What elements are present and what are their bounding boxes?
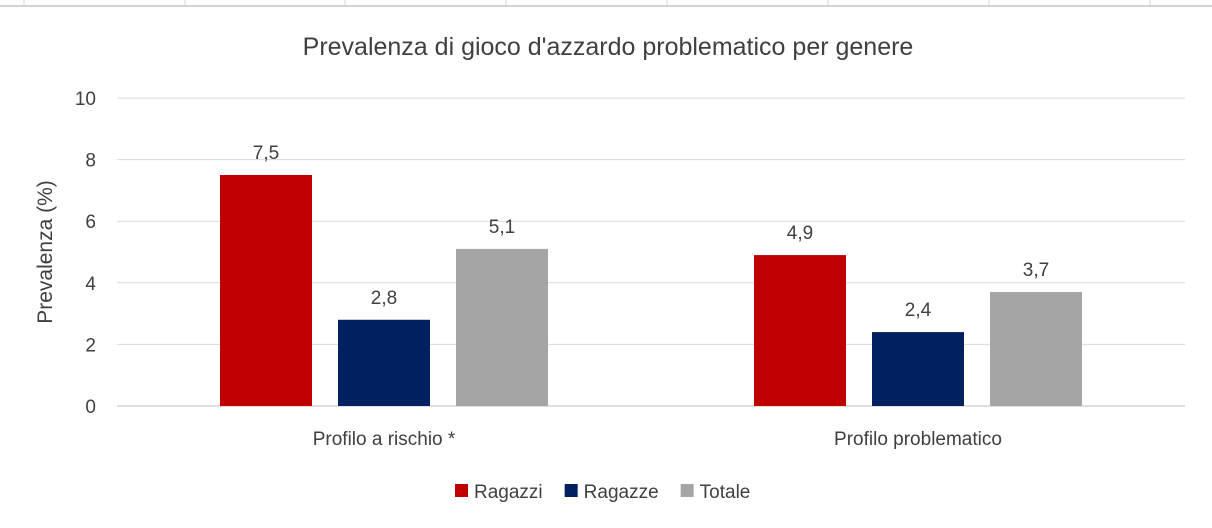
bar-ragazze [338, 319, 430, 406]
data-label: 3,7 [1023, 260, 1049, 281]
data-label: 7,5 [253, 143, 279, 164]
legend-swatch [564, 484, 578, 497]
legend-swatch [455, 484, 468, 497]
data-label: 2,4 [905, 300, 932, 321]
legend-label: Ragazze [584, 482, 659, 503]
data-label: 4,9 [787, 223, 813, 244]
data-label: 2,8 [371, 288, 397, 309]
y-axis-label: Prevalenza (%) [34, 180, 57, 324]
y-tick-label: 6 [85, 212, 96, 233]
bar-totale [990, 292, 1082, 406]
y-tick-label: 10 [75, 89, 96, 110]
y-tick-label: 0 [85, 397, 96, 418]
x-tick-label: Profilo problematico [834, 429, 1002, 450]
bar-ragazzi [220, 175, 312, 406]
spreadsheet-cell-grid [0, 0, 1212, 7]
legend-label: Totale [700, 482, 751, 503]
chart-title: Prevalenza di gioco d'azzardo problemati… [303, 33, 914, 61]
x-tick-label: Profilo a rischio * [313, 429, 456, 450]
bar-ragazze [872, 332, 964, 406]
bar-totale [456, 248, 548, 406]
legend-label: Ragazzi [474, 482, 543, 503]
legend-swatch [680, 484, 694, 497]
y-tick-label: 4 [85, 274, 96, 295]
y-tick-label: 8 [85, 151, 96, 172]
bar-ragazzi [754, 255, 846, 406]
data-label: 5,1 [489, 217, 515, 238]
y-tick-label: 2 [85, 335, 96, 356]
